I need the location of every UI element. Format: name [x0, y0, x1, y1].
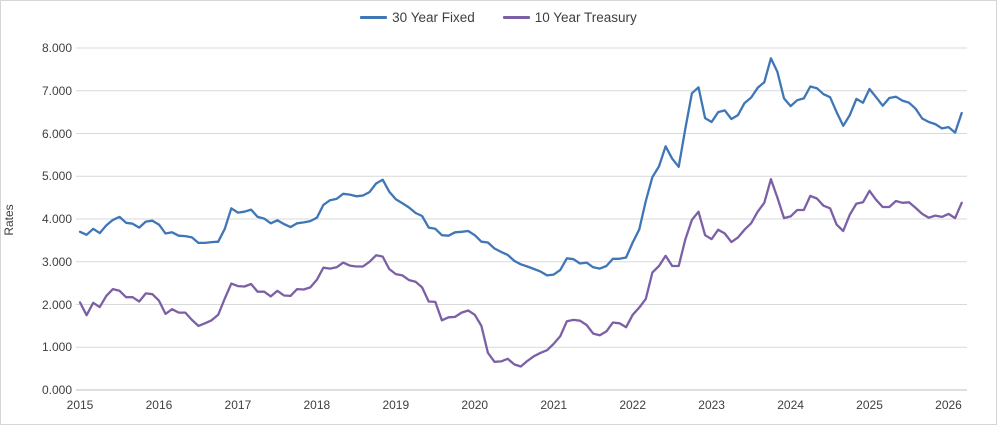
x-axis-tick-label: 2018 [303, 398, 331, 412]
y-axis-tick-label: 2.000 [41, 297, 72, 312]
legend-label-10-year-treasury: 10 Year Treasury [534, 10, 637, 25]
legend-item-30-year-fixed: 30 Year Fixed [360, 10, 475, 25]
y-axis-tick-label: 0.000 [41, 383, 72, 397]
x-axis-tick-label: 2017 [224, 398, 252, 412]
series-line-30-year-fixed [78, 57, 963, 277]
legend-marker-30-year-fixed [360, 16, 388, 19]
y-axis-tick-label: 4.000 [41, 212, 72, 226]
x-axis-tick-label: 2026 [935, 398, 962, 412]
x-axis-tick-label: 2021 [540, 398, 568, 412]
y-axis-tick-label: 5.000 [41, 169, 72, 184]
y-axis-tick-label: 7.000 [41, 83, 72, 98]
x-axis-tick-label: 2016 [145, 398, 173, 412]
y-axis-tick-label: 8.000 [41, 41, 72, 55]
legend: 30 Year Fixed 10 Year Treasury [1, 10, 996, 25]
x-axis-tick-label: 2020 [461, 398, 489, 412]
x-axis-tick-label: 2015 [66, 398, 94, 412]
legend-marker-10-year-treasury [502, 16, 530, 19]
series-line-10-year-treasury [78, 178, 963, 368]
x-axis-tick-label: 2019 [382, 398, 410, 412]
x-axis-tick-label: 2022 [619, 398, 647, 412]
x-axis-tick-label: 2025 [856, 398, 883, 412]
legend-item-10-year-treasury: 10 Year Treasury [502, 10, 637, 25]
x-axis-tick-label: 2023 [698, 398, 725, 412]
y-axis-tick-label: 6.000 [41, 126, 72, 141]
y-axis-tick-label: 1.000 [41, 340, 72, 355]
x-axis-tick-label: 2024 [777, 398, 804, 412]
y-axis-tick-label: 3.000 [41, 254, 72, 269]
legend-label-30-year-fixed: 30 Year Fixed [392, 10, 475, 25]
